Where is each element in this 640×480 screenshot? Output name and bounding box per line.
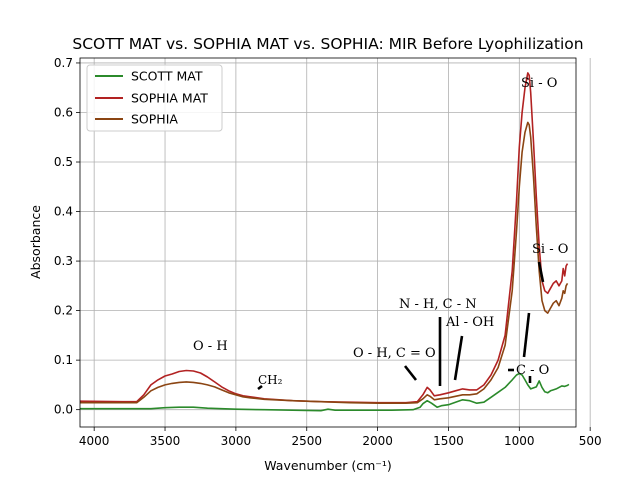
x-axis-ticks: 4000 3500 3000 2500 2000 1500 1000 500 [79, 427, 602, 448]
annotation-c-o: C - O [516, 363, 549, 378]
y-tick-label: 0.0 [54, 403, 73, 417]
x-tick-label: 2000 [362, 434, 393, 448]
grid [80, 58, 591, 427]
legend: SCOTT MAT SOPHIA MAT SOPHIA [86, 64, 223, 132]
x-tick-label: 1000 [504, 434, 535, 448]
annotation-oh: O - H [193, 339, 228, 354]
y-tick-label: 0.3 [54, 254, 73, 268]
legend-label-scott-mat: SCOTT MAT [131, 69, 203, 84]
annotation-nh-cn: N - H, C - N [399, 297, 477, 312]
y-axis-label: Absorbance [28, 205, 43, 279]
x-tick-label: 4000 [79, 434, 110, 448]
y-tick-label: 0.2 [54, 304, 73, 318]
y-tick-label: 0.7 [54, 56, 73, 70]
series-layer [79, 72, 570, 412]
y-tick-label: 0.4 [54, 205, 73, 219]
annotation-oh-co: O - H, C = O [353, 346, 436, 361]
annotation-arrow [403, 365, 418, 381]
legend-label-sophia-mat: SOPHIA MAT [131, 91, 208, 106]
y-tick-label: 0.5 [54, 155, 73, 169]
plot-frame [79, 57, 577, 428]
annotations: O - H CH₂ O - H, C = O N - H, C - N Al -… [193, 76, 568, 387]
annotation-arrow [537, 261, 545, 283]
x-tick-label: 500 [579, 434, 602, 448]
x-axis-label: Wavenumber (cm⁻¹) [264, 458, 391, 473]
annotation-arrow [453, 335, 464, 381]
x-tick-label: 3000 [221, 434, 252, 448]
annotation-si-o-main: Si - O [521, 76, 557, 91]
x-tick-label: 3500 [150, 434, 181, 448]
series-line-scott-mat [80, 372, 570, 412]
annotation-ch2: CH₂ [258, 373, 283, 387]
legend-label-sophia: SOPHIA [131, 112, 178, 127]
y-tick-label: 0.6 [54, 105, 73, 119]
chart-title: SCOTT MAT vs. SOPHIA MAT vs. SOPHIA: MIR… [72, 35, 583, 53]
y-axis-ticks: 0.0 0.1 0.2 0.3 0.4 0.5 0.6 0.7 [54, 56, 80, 417]
series-line-sophia [80, 121, 569, 404]
annotation-arrow [522, 312, 531, 358]
x-tick-label: 1500 [433, 434, 464, 448]
y-tick-label: 0.1 [54, 353, 73, 367]
series-line-sophia-mat [79, 72, 569, 404]
legend-box [86, 64, 223, 132]
annotation-si-o-secondary: Si - O [532, 242, 568, 257]
annotation-arrow [257, 384, 263, 391]
annotation-lines [257, 261, 545, 391]
annotation-al-oh: Al - OH [445, 315, 494, 330]
x-tick-label: 2500 [291, 434, 322, 448]
